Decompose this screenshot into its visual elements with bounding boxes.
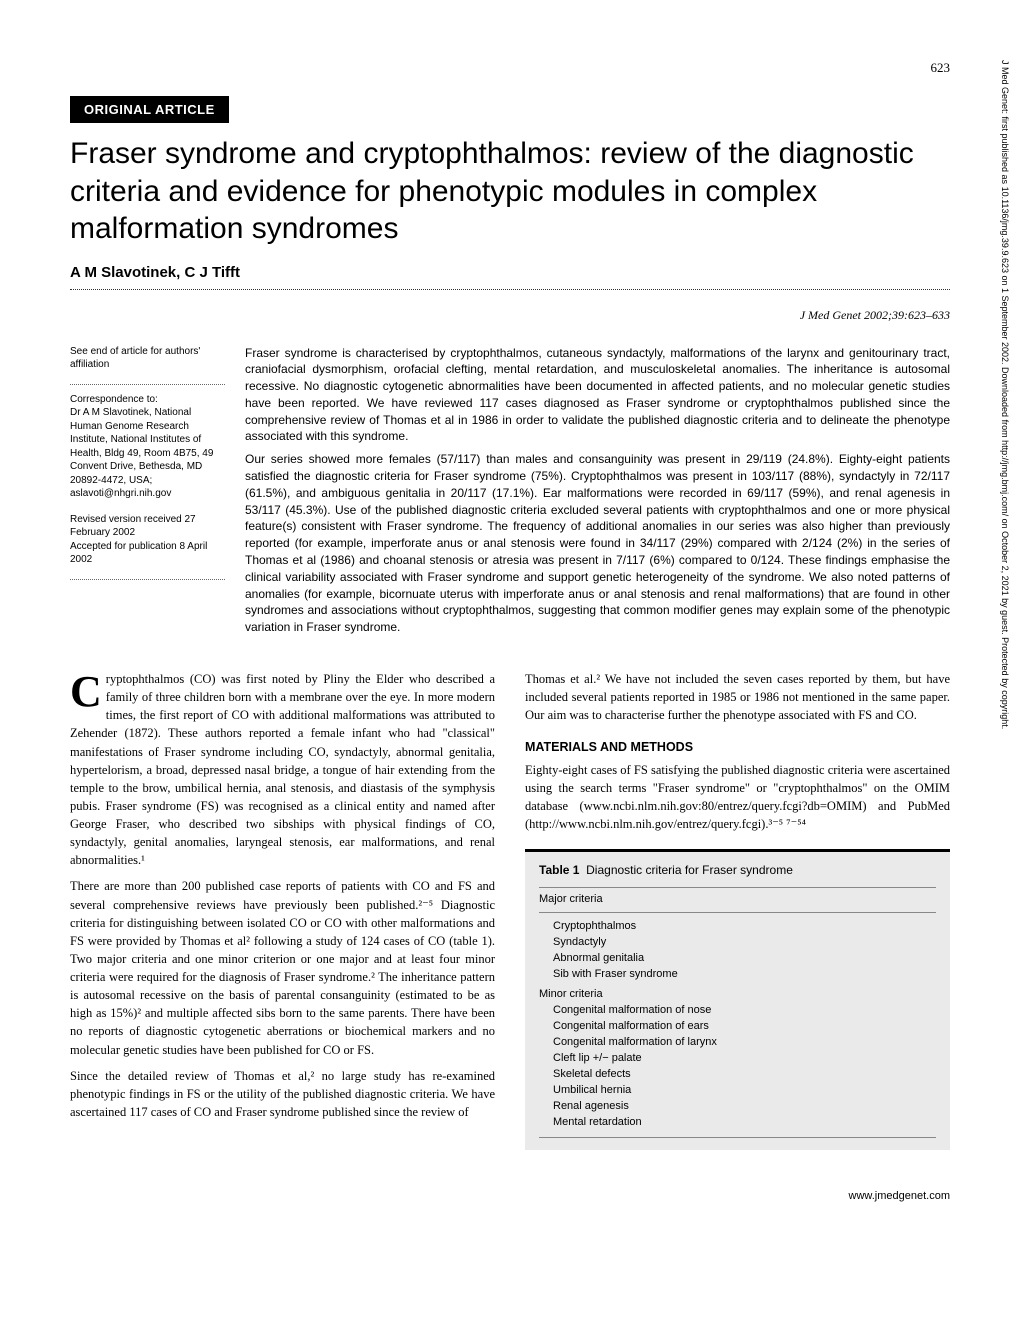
criteria-item: Congenital malformation of ears [539, 1019, 936, 1035]
body-p1: Cryptophthalmos (CO) was first noted by … [70, 670, 495, 869]
criteria-item: Abnormal genitalia [539, 951, 936, 967]
page-number: 623 [70, 60, 950, 76]
authors: A M Slavotinek, C J Tifft [70, 264, 950, 281]
body-p2: There are more than 200 published case r… [70, 877, 495, 1058]
body-p3: Since the detailed review of Thomas et a… [70, 1067, 495, 1121]
article-title: Fraser syndrome and cryptophthalmos: rev… [70, 135, 950, 248]
abstract-p2: Our series showed more females (57/117) … [245, 451, 950, 636]
materials-methods-heading: MATERIALS AND METHODS [525, 738, 950, 756]
sidebar-divider [70, 579, 225, 580]
body-p1-text: ryptophthalmos (CO) was first noted by P… [70, 672, 495, 867]
sidebar-divider [70, 384, 225, 385]
criteria-item: Syndactyly [539, 935, 936, 951]
criteria-item: Cleft lip +/− palate [539, 1051, 936, 1067]
body-right-p1: Thomas et al.² We have not included the … [525, 670, 950, 724]
table-caption: Diagnostic criteria for Fraser syndrome [586, 863, 793, 877]
correspondence-body: Dr A M Slavotinek, National Human Genome… [70, 406, 225, 501]
abstract-text: Fraser syndrome is characterised by cryp… [245, 345, 950, 643]
criteria-item: Skeletal defects [539, 1067, 936, 1083]
criteria-item: Renal agenesis [539, 1099, 936, 1115]
correspondence-label: Correspondence to: [70, 393, 225, 407]
correspondence-block: Correspondence to: Dr A M Slavotinek, Na… [70, 393, 225, 501]
see-end-note: See end of article for authors' affiliat… [70, 345, 225, 372]
table-end-rule [539, 1137, 936, 1138]
divider-dots [70, 289, 950, 290]
download-side-note: J Med Genet: first published as 10.1136/… [1000, 60, 1010, 1260]
body-right-p2: Eighty-eight cases of FS satisfying the … [525, 761, 950, 834]
revision-dates: Revised version received 27 February 200… [70, 513, 225, 567]
criteria-item: Cryptophthalmos [539, 919, 936, 935]
major-criteria-list: CryptophthalmosSyndactylyAbnormal genita… [539, 919, 936, 983]
table-1: Table 1 Diagnostic criteria for Fraser s… [525, 849, 950, 1150]
criteria-item: Congenital malformation of nose [539, 1003, 936, 1019]
table-label: Table 1 [539, 863, 579, 877]
minor-criteria-list: Congenital malformation of noseCongenita… [539, 1003, 936, 1131]
dropcap-c: C [70, 670, 106, 710]
criteria-item: Sib with Fraser syndrome [539, 967, 936, 983]
criteria-item: Mental retardation [539, 1115, 936, 1131]
minor-criteria-header: Minor criteria [539, 987, 936, 1003]
body-left-column: Cryptophthalmos (CO) was first noted by … [70, 670, 495, 1150]
abstract-p1: Fraser syndrome is characterised by cryp… [245, 345, 950, 446]
article-category-badge: ORIGINAL ARTICLE [70, 96, 229, 123]
sidebar-meta: See end of article for authors' affiliat… [70, 345, 225, 643]
table-title: Table 1 Diagnostic criteria for Fraser s… [539, 862, 936, 879]
criteria-item: Umbilical hernia [539, 1083, 936, 1099]
footer-url: www.jmedgenet.com [70, 1190, 950, 1202]
body-right-column: Thomas et al.² We have not included the … [525, 670, 950, 1150]
journal-citation: J Med Genet 2002;39:623–633 [70, 308, 950, 323]
major-criteria-header: Major criteria [539, 887, 936, 913]
criteria-item: Congenital malformation of larynx [539, 1035, 936, 1051]
